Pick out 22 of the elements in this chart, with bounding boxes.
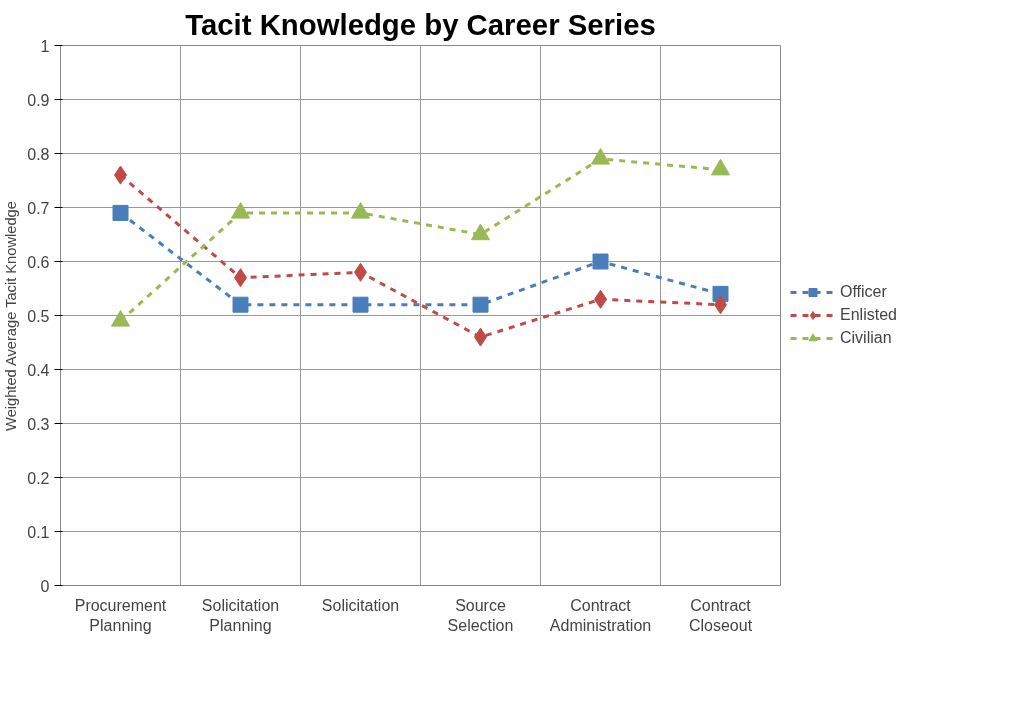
y-tick-label: 0.6 (27, 253, 50, 271)
x-tick-label: Procurement Planning (74, 596, 167, 634)
y-tick-label: 0.3 (27, 415, 50, 433)
y-tick-label: 0.8 (27, 145, 50, 163)
legend-label: Enlisted (840, 306, 898, 324)
legend-label: Officer (840, 283, 888, 301)
y-tick-label: 0 (40, 577, 50, 595)
chart-title: Tacit Knowledge by Career Series (185, 7, 656, 41)
y-tick-label: 0.7 (27, 199, 50, 217)
y-tick-label: 0.2 (27, 469, 50, 487)
x-tick-label: Contract Closeout (688, 596, 753, 634)
x-tick-label: Contract Administration (549, 596, 652, 634)
y-tick-label: 1 (40, 37, 50, 55)
y-axis-title: Weighted Average Tacit Knowledge (3, 201, 20, 431)
y-tick-label: 0.5 (27, 307, 50, 325)
y-tick-label: 0.9 (27, 91, 50, 109)
legend-label: Civilian (840, 329, 893, 347)
y-tick-label: 0.4 (27, 361, 50, 379)
x-tick-label: Solicitation Planning (201, 596, 280, 634)
y-tick-label: 0.1 (27, 523, 50, 541)
x-tick-label: Source Selection (447, 596, 514, 634)
x-tick-label: Solicitation (321, 596, 400, 614)
